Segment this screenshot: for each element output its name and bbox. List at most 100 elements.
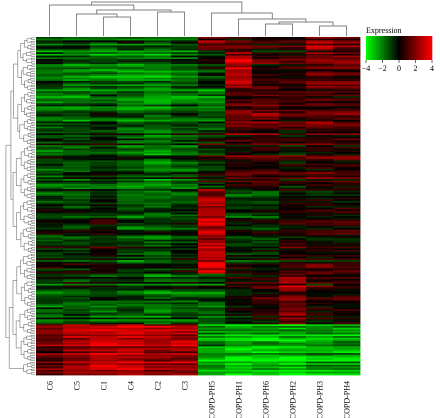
heatmap-cell (306, 84, 334, 87)
row-dendrogram-link (31, 84, 35, 88)
heatmap-cell (198, 162, 226, 165)
row-dendrogram-link (30, 308, 35, 311)
row-dendrogram-link (30, 287, 35, 290)
row-dendrogram-link (23, 364, 28, 372)
heatmap-cell (252, 178, 280, 182)
heatmap-cell (63, 334, 91, 337)
row-dendrogram-link (29, 118, 35, 121)
heatmap-cell (306, 309, 334, 312)
heatmap-cell (333, 165, 361, 168)
heatmap-cell (90, 182, 118, 185)
heatmap-cell (333, 106, 361, 109)
heatmap-cell (36, 310, 64, 313)
heatmap-cell (144, 151, 172, 155)
heatmap-cell (171, 283, 199, 286)
heatmap-cell (198, 304, 226, 307)
heatmap-cell (36, 327, 64, 330)
heatmap-cell (225, 126, 253, 129)
heatmap-cell (36, 256, 64, 259)
heatmap-cell (279, 233, 307, 236)
heatmap-cell (144, 227, 172, 231)
heatmap-cell (333, 339, 361, 342)
heatmap-cell (36, 331, 64, 334)
heatmap-cell (171, 96, 199, 99)
heatmap-cell (225, 60, 253, 63)
heatmap-cell (252, 320, 280, 324)
column-dendrogram-link (265, 23, 293, 36)
heatmap-cell (90, 175, 118, 178)
heatmap-cell (279, 366, 307, 369)
heatmap-cell (90, 276, 118, 280)
heatmap-cell (252, 332, 280, 335)
heatmap-cell (279, 373, 307, 376)
heatmap-cell (279, 253, 307, 256)
heatmap-cell (306, 129, 334, 133)
heatmap-cell (117, 113, 145, 116)
heatmap-cell (117, 246, 145, 249)
heatmap-cell (306, 48, 334, 51)
heatmap-cell (279, 82, 307, 85)
row-dendrogram-link (30, 209, 35, 213)
heatmap-cell (225, 69, 253, 72)
heatmap-cell (63, 72, 91, 75)
heatmap-cell (198, 282, 226, 285)
heatmap-cell (333, 135, 361, 138)
heatmap-cell (279, 87, 307, 90)
heatmap-cell (36, 91, 64, 94)
heatmap-cell (198, 212, 226, 215)
heatmap-cell (144, 172, 172, 175)
heatmap-cell (252, 233, 280, 236)
row-dendrogram-link (5, 144, 11, 339)
heatmap-cell (333, 200, 361, 204)
heatmap-cell (63, 84, 91, 87)
heatmap-cell (198, 194, 226, 197)
heatmap-cell (63, 67, 91, 70)
heatmap-cell (36, 344, 64, 347)
heatmap-cell (63, 361, 91, 364)
heatmap-cell (198, 86, 226, 89)
heatmap-cell (198, 251, 226, 254)
heatmap-cell (198, 314, 226, 317)
heatmap-cell (252, 288, 280, 291)
heatmap-cell (63, 124, 91, 127)
heatmap-cell (171, 206, 199, 209)
heatmap-cell (252, 373, 280, 376)
heatmap-cell (333, 168, 361, 171)
heatmap-cell (36, 354, 64, 357)
heatmap-cell (90, 336, 118, 339)
heatmap-cell (36, 151, 64, 155)
heatmap-cell (198, 91, 226, 94)
heatmap-cell (198, 246, 226, 249)
heatmap-cell (36, 337, 64, 340)
heatmap-cell (144, 177, 172, 180)
heatmap-cell (117, 283, 145, 286)
legend-swatch (402, 36, 405, 60)
row-dendrogram-link (30, 216, 35, 219)
heatmap-cell (225, 373, 253, 376)
heatmap-cell (225, 322, 253, 325)
heatmap-cell (144, 109, 172, 112)
heatmap-cell (198, 123, 226, 126)
heatmap-cell (117, 317, 145, 320)
heatmap-cell (306, 190, 334, 193)
heatmap-cell (252, 366, 280, 369)
heatmap-cell (171, 238, 199, 241)
heatmap-cell (90, 163, 118, 166)
heatmap-cell (252, 129, 280, 133)
heatmap-cell (117, 285, 145, 288)
heatmap-cell (63, 270, 91, 273)
heatmap-cell (306, 94, 334, 97)
heatmap-cell (171, 271, 199, 274)
heatmap-cell (225, 209, 253, 212)
heatmap-cell (63, 79, 91, 82)
heatmap-cell (144, 295, 172, 298)
heatmap-cell (36, 37, 64, 40)
heatmap-cell (63, 214, 91, 217)
heatmap-cell (279, 172, 307, 175)
heatmap-cell (225, 67, 253, 70)
heatmap-cell (117, 300, 145, 303)
heatmap-cell (333, 280, 361, 283)
row-dendrogram-link (30, 142, 35, 145)
heatmap-cell (63, 312, 91, 315)
heatmap-cell (279, 266, 307, 269)
